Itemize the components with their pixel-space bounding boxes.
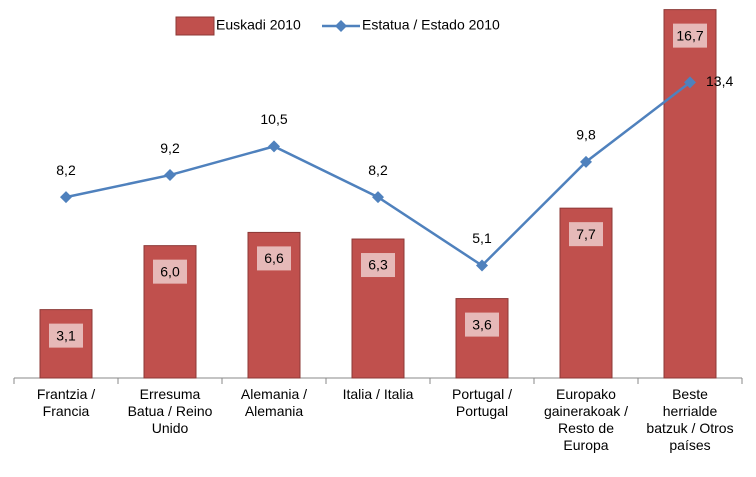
value-label: 9,8 (576, 127, 596, 143)
x-tick-label: Europako gainerakoak / Resto de Europa (543, 386, 629, 453)
marker (684, 76, 696, 89)
value-label: 6,0 (160, 263, 180, 279)
marker (476, 259, 488, 272)
marker (580, 155, 592, 168)
value-label: 8,2 (368, 162, 388, 178)
x-tick-label: Erresuma Batua / Reino Unido (127, 386, 213, 436)
value-label: 3,1 (56, 327, 76, 343)
value-label: 9,2 (160, 140, 180, 156)
value-label: 16,7 (676, 27, 703, 43)
legend-label: Euskadi 2010 (216, 17, 301, 33)
legend-label: Estatua / Estado 2010 (362, 17, 500, 33)
value-label-box (49, 323, 83, 348)
value-label: 6,3 (368, 257, 388, 273)
bar (39, 309, 93, 379)
value-label: 8,2 (56, 162, 76, 178)
x-tick-label: Portugal / Portugal (452, 386, 512, 419)
marker (60, 191, 72, 204)
x-tick-label: Alemania / Alemania (240, 386, 308, 419)
value-label: 7,7 (576, 226, 596, 242)
x-tick-label: Frantzia / Francia (36, 386, 96, 419)
value-label-box (153, 259, 187, 284)
bar (351, 238, 405, 379)
value-label-box (465, 312, 499, 337)
legend-marker (335, 20, 347, 32)
value-label: 6,6 (264, 250, 284, 266)
value-label: 5,1 (472, 230, 492, 246)
value-label-box (361, 253, 395, 278)
marker (268, 140, 280, 153)
value-label: 13,4 (706, 73, 733, 89)
x-tick-label: Italia / Italia (342, 386, 414, 402)
value-label-box (569, 222, 603, 247)
marker (372, 191, 384, 204)
value-label: 3,6 (472, 316, 492, 332)
value-label-box (673, 23, 707, 48)
marker (164, 169, 176, 182)
value-label: 10,5 (260, 111, 287, 127)
bar (455, 298, 509, 379)
value-label-box (257, 246, 291, 271)
x-tick-label: Beste herrialde batzuk / Otros países (646, 386, 734, 453)
legend-swatch (175, 16, 215, 36)
bar (663, 9, 717, 379)
